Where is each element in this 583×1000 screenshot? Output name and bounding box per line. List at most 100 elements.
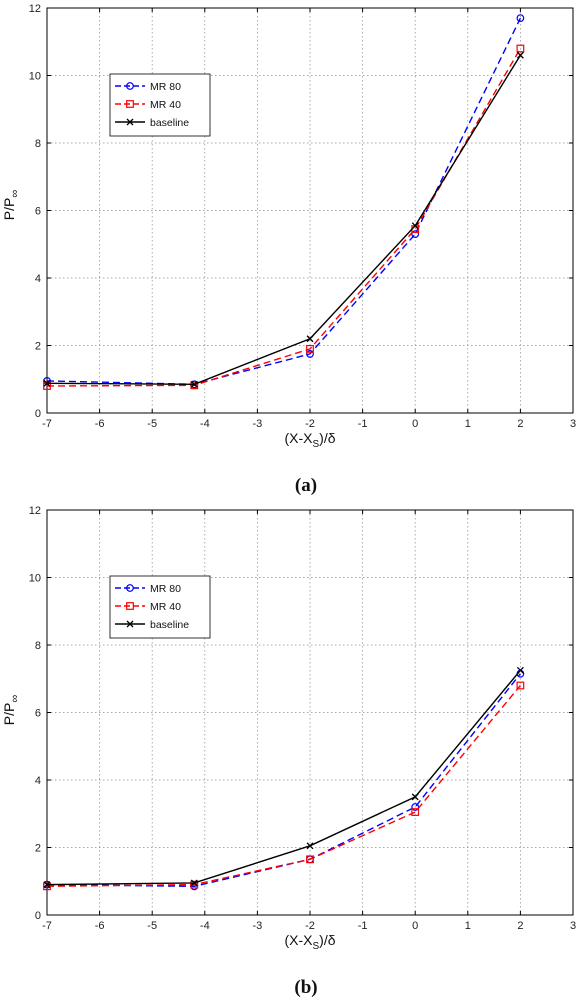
- y-tick-label: 0: [35, 408, 41, 420]
- legend-label-baseline: baseline: [150, 619, 189, 631]
- y-axis-label-main: P/P: [1, 703, 17, 726]
- data-point-baseline: [516, 51, 524, 59]
- x-axis-label-tail: )/δ: [319, 932, 336, 948]
- series-line-baseline: [46, 669, 521, 886]
- x-tick-label: -5: [147, 418, 157, 430]
- data-point-baseline-stroke: [190, 879, 198, 887]
- data-point-baseline: [43, 379, 51, 387]
- data-point-baseline: [190, 879, 198, 887]
- data-point-mr-80: [516, 14, 525, 23]
- data-point-baseline-stroke: [516, 666, 524, 674]
- data-point-baseline-stroke: [43, 379, 51, 387]
- y-axis-label: P/P∞: [1, 190, 21, 220]
- data-point-baseline: [306, 842, 314, 850]
- x-tick-label: 3: [570, 920, 576, 932]
- y-tick-label: 10: [29, 71, 41, 83]
- legend-marker-mr-40: [126, 100, 134, 108]
- x-axis-label-tail: )/δ: [319, 430, 336, 446]
- legend-label-mr-80: MR 80: [150, 583, 181, 595]
- data-point-mr-40: [43, 882, 51, 891]
- data-point-baseline-stroke: [411, 793, 419, 801]
- legend-marker-baseline: [126, 118, 134, 126]
- y-tick-label: 12: [29, 505, 41, 517]
- x-tick-label: -1: [358, 418, 368, 430]
- y-tick-label: 2: [35, 341, 41, 353]
- x-tick-label: 1: [465, 920, 471, 932]
- x-tick-label: -5: [147, 920, 157, 932]
- x-axis-label: (X-XS)/δ: [284, 932, 335, 952]
- x-tick-label: -4: [200, 920, 210, 932]
- legend-marker-baseline-stroke: [126, 620, 134, 628]
- x-tick-label: -2: [305, 920, 315, 932]
- panel-label: (a): [295, 475, 317, 496]
- data-point-mr-40: [306, 855, 314, 864]
- data-point-mr-80: [411, 230, 420, 239]
- data-point-baseline-stroke: [190, 380, 198, 388]
- data-point-baseline-stroke: [411, 222, 419, 230]
- chart-a: -7 -6 -5 -4 -3 -2 -1 0 1 2 3024681012(X-XS)/δP/P∞(…: [1, 3, 576, 496]
- legend-marker-mr-80: [126, 584, 134, 592]
- series-line-mr-80: [46, 17, 522, 386]
- y-tick-label: 4: [35, 775, 41, 787]
- x-tick-label: -3: [253, 418, 263, 430]
- legend-label-mr-40: MR 40: [150, 601, 181, 613]
- data-point-baseline: [306, 335, 314, 343]
- y-tick-label: 10: [29, 573, 41, 585]
- y-axis-label: P/P∞: [1, 695, 21, 725]
- data-point-baseline-stroke: [43, 881, 51, 889]
- x-tick-label: -2: [305, 418, 315, 430]
- y-tick-label: 2: [35, 843, 41, 855]
- y-tick-label: 8: [35, 138, 41, 150]
- x-axis-label: (X-XS)/δ: [284, 430, 335, 450]
- data-point-baseline: [190, 380, 198, 388]
- y-tick-label: 0: [35, 910, 41, 922]
- data-point-mr-40: [190, 381, 199, 390]
- y-axis-label-sub: ∞: [9, 695, 21, 703]
- legend-label-mr-80: MR 80: [150, 81, 181, 93]
- x-tick-label: 0: [412, 418, 418, 430]
- data-point-baseline: [43, 881, 51, 889]
- legend-marker-mr-40: [126, 602, 134, 610]
- x-tick-label: 1: [465, 418, 471, 430]
- data-point-mr-40: [306, 344, 314, 353]
- x-tick-label: 2: [517, 920, 523, 932]
- y-tick-label: 12: [29, 3, 41, 15]
- legend-marker-mr-80: [126, 82, 134, 90]
- x-tick-label: -1: [358, 920, 368, 932]
- data-point-mr-40: [190, 880, 199, 889]
- x-tick-label: -6: [95, 418, 105, 430]
- legend-label-mr-40: MR 40: [150, 99, 181, 111]
- y-axis-label-main: P/P: [1, 198, 17, 221]
- x-tick-label: -4: [200, 418, 210, 430]
- chart-b: -7 -6 -5 -4 -3 -2 -1 0 1 2 3024681012(X-XS)/δP/P∞(…: [1, 505, 576, 998]
- legend-label-baseline: baseline: [150, 117, 189, 129]
- data-point-mr-40: [411, 808, 420, 816]
- series-line-mr-40: [46, 685, 521, 888]
- x-axis-label-main: (X-X: [284, 430, 313, 446]
- data-point-mr-80: [43, 377, 51, 385]
- data-point-baseline: [516, 666, 524, 674]
- x-axis-label-main: (X-X: [284, 932, 313, 948]
- data-point-mr-40: [516, 44, 525, 53]
- x-axis-label-sub: S: [312, 941, 319, 952]
- y-tick-label: 6: [35, 708, 41, 720]
- data-point-mr-80: [306, 350, 314, 358]
- legend-marker-baseline-stroke: [126, 118, 134, 126]
- data-point-baseline: [411, 793, 419, 801]
- x-tick-label: 3: [570, 418, 576, 430]
- y-tick-label: 6: [35, 206, 41, 218]
- y-tick-label: 4: [35, 273, 41, 285]
- panel-label: (b): [294, 977, 317, 998]
- x-tick-label: 0: [412, 920, 418, 932]
- legend-marker-baseline: [126, 620, 134, 628]
- x-tick-label: -6: [95, 920, 105, 932]
- x-tick-label: -7: [42, 920, 52, 932]
- data-point-baseline-stroke: [516, 51, 524, 59]
- x-tick-label: -7: [42, 418, 52, 430]
- data-point-baseline-stroke: [306, 335, 314, 343]
- data-point-baseline-stroke: [306, 842, 314, 850]
- data-point-mr-40: [516, 681, 525, 690]
- y-axis-label-sub: ∞: [9, 190, 21, 198]
- x-axis-label-sub: S: [312, 439, 319, 450]
- x-tick-label: -3: [253, 920, 263, 932]
